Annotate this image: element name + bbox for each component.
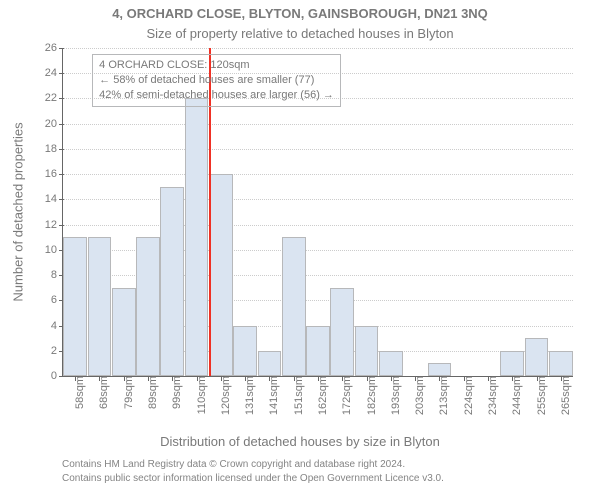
x-tick-label: 265sqm — [558, 376, 572, 415]
y-tick-label: 4 — [51, 320, 63, 332]
grid-line — [63, 149, 573, 150]
y-tick-label: 0 — [51, 370, 63, 382]
bar — [379, 351, 403, 376]
x-tick-label: 141sqm — [266, 376, 280, 415]
bar — [282, 237, 306, 376]
bar — [428, 363, 452, 376]
bar — [233, 326, 257, 376]
x-tick-label: 213sqm — [436, 376, 450, 415]
bar — [112, 288, 136, 376]
annotation-line: ← 58% of detached houses are smaller (77… — [99, 73, 334, 88]
x-tick-label: 172sqm — [339, 376, 353, 415]
y-tick-label: 2 — [51, 345, 63, 357]
y-tick-label: 26 — [45, 42, 63, 54]
x-tick-label: 162sqm — [315, 376, 329, 415]
bar — [209, 174, 233, 376]
x-tick-label: 68sqm — [96, 376, 110, 409]
chart-container: 4, ORCHARD CLOSE, BLYTON, GAINSBOROUGH, … — [0, 0, 600, 500]
bar — [258, 351, 282, 376]
x-tick-label: 203sqm — [412, 376, 426, 415]
x-tick-label: 99sqm — [169, 376, 183, 409]
bar — [88, 237, 112, 376]
bar — [500, 351, 524, 376]
x-tick-label: 131sqm — [242, 376, 256, 415]
x-tick-label: 120sqm — [218, 376, 232, 415]
grid-line — [63, 48, 573, 49]
chart-title: 4, ORCHARD CLOSE, BLYTON, GAINSBOROUGH, … — [0, 6, 600, 21]
bar — [185, 98, 209, 376]
footer-line2: Contains public sector information licen… — [62, 472, 444, 486]
bar — [549, 351, 573, 376]
annotation-line: 4 ORCHARD CLOSE: 120sqm — [99, 58, 334, 73]
grid-line — [63, 225, 573, 226]
bar — [160, 187, 184, 376]
x-tick-label: 193sqm — [388, 376, 402, 415]
x-tick-label: 151sqm — [291, 376, 305, 415]
bar — [63, 237, 87, 376]
bar — [355, 326, 379, 376]
x-tick-label: 234sqm — [485, 376, 499, 415]
x-axis-label: Distribution of detached houses by size … — [0, 434, 600, 449]
x-tick-label: 89sqm — [145, 376, 159, 409]
chart-subtitle: Size of property relative to detached ho… — [0, 26, 600, 41]
y-tick-label: 12 — [45, 219, 63, 231]
plot-area: 0246810121416182022242658sqm68sqm79sqm89… — [62, 48, 573, 377]
x-tick-label: 255sqm — [534, 376, 548, 415]
y-axis-label: Number of detached properties — [11, 122, 26, 301]
y-tick-label: 6 — [51, 294, 63, 306]
x-tick-label: 244sqm — [509, 376, 523, 415]
annotation-line: 42% of semi-detached houses are larger (… — [99, 88, 334, 103]
y-tick-label: 24 — [45, 67, 63, 79]
x-tick-label: 58sqm — [72, 376, 86, 409]
y-tick-label: 8 — [51, 269, 63, 281]
x-tick-label: 182sqm — [364, 376, 378, 415]
y-tick-label: 10 — [45, 244, 63, 256]
bar — [306, 326, 330, 376]
footer-line1: Contains HM Land Registry data © Crown c… — [62, 458, 444, 472]
y-tick-label: 20 — [45, 118, 63, 130]
grid-line — [63, 199, 573, 200]
grid-line — [63, 124, 573, 125]
y-tick-label: 22 — [45, 92, 63, 104]
bar — [525, 338, 549, 376]
bar — [330, 288, 354, 376]
y-tick-label: 14 — [45, 193, 63, 205]
x-tick-label: 224sqm — [461, 376, 475, 415]
y-tick-label: 16 — [45, 168, 63, 180]
x-tick-label: 110sqm — [194, 376, 208, 414]
bar — [136, 237, 160, 376]
y-tick-label: 18 — [45, 143, 63, 155]
annotation-box: 4 ORCHARD CLOSE: 120sqm← 58% of detached… — [92, 54, 341, 107]
grid-line — [63, 174, 573, 175]
footer-attribution: Contains HM Land Registry data © Crown c… — [62, 458, 444, 485]
x-tick-label: 79sqm — [121, 376, 135, 409]
